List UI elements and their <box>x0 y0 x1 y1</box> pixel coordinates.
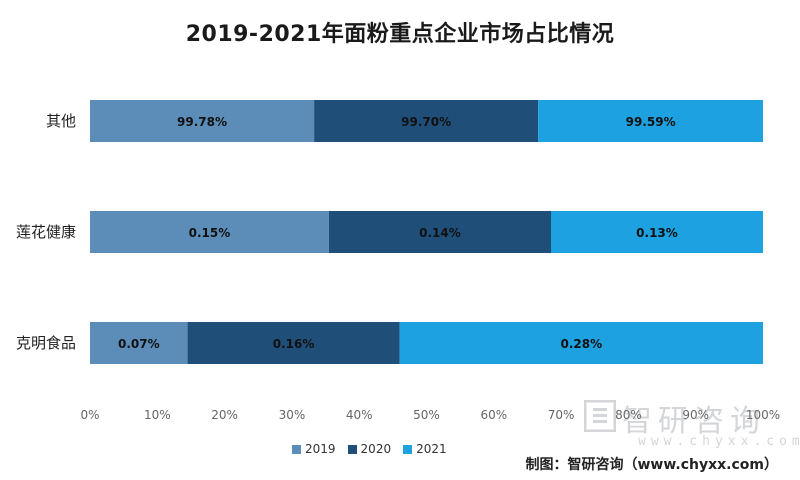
bar-segment <box>328 211 552 253</box>
bar-segment <box>551 211 763 253</box>
data-label: 0.07% <box>118 337 160 351</box>
legend-label: 2020 <box>360 442 392 456</box>
x-axis-tick-labels: 0% 10% 20% 30% 40% 50% 60% 70% 80% 90% 100% <box>80 408 780 422</box>
bar-segment <box>187 322 400 364</box>
data-label: 0.15% <box>189 226 231 240</box>
category-label: 莲花健康 <box>16 223 76 241</box>
legend-item: 2020 <box>347 442 392 456</box>
category-label: 克明食品 <box>16 334 76 352</box>
watermark: 智研咨询 www.chyxx.com <box>584 394 800 454</box>
data-label: 99.59% <box>626 115 676 129</box>
legend-swatch <box>403 444 413 454</box>
category-label: 其他 <box>46 112 76 130</box>
legend: 2019 2020 2021 <box>292 442 447 456</box>
watermark-url: www.chyxx.com <box>638 434 800 449</box>
x-tick-label: 50% <box>413 408 440 422</box>
data-label: 99.78% <box>177 115 227 129</box>
x-tick-label: 20% <box>211 408 238 422</box>
watermark-name: 智研咨询 <box>622 404 766 439</box>
x-tick-label: 100% <box>746 408 780 422</box>
watermark-logo-icon <box>584 400 616 432</box>
x-tick-label: 30% <box>279 408 306 422</box>
legend-item: 2019 <box>292 442 336 456</box>
data-label: 0.16% <box>273 337 315 351</box>
chart-title: 2019-2021年面粉重点企业市场占比情况 <box>185 22 615 47</box>
legend-swatch <box>292 444 301 454</box>
x-tick-label: 0% <box>80 408 99 422</box>
data-label: 0.14% <box>419 226 461 240</box>
data-label: 99.70% <box>401 115 451 129</box>
x-tick-label: 90% <box>682 408 709 422</box>
bar-segment <box>90 322 188 364</box>
source-note: 制图：智研咨询（www.chyxx.com） <box>525 457 779 473</box>
bar-segment <box>538 100 763 142</box>
bar-segment <box>399 322 763 364</box>
x-tick-label: 80% <box>615 408 642 422</box>
x-tick-label: 10% <box>144 408 171 422</box>
legend-item: 2021 <box>403 442 447 456</box>
data-label: 0.13% <box>636 226 678 240</box>
legend-label: 2021 <box>416 442 447 456</box>
x-tick-label: 60% <box>480 408 507 422</box>
bar-segment <box>90 211 329 253</box>
legend-swatch <box>347 444 357 454</box>
legend-label: 2019 <box>305 442 336 456</box>
bar-segment <box>90 100 315 142</box>
bar-segment <box>314 100 539 142</box>
x-tick-label: 40% <box>346 408 373 422</box>
x-tick-label: 70% <box>548 408 575 422</box>
data-label: 0.28% <box>560 337 602 351</box>
bar-segments: 99.78% 99.70% 99.59% 0.15% 0.14% 0.13% 0.07% 0.… <box>90 100 763 364</box>
